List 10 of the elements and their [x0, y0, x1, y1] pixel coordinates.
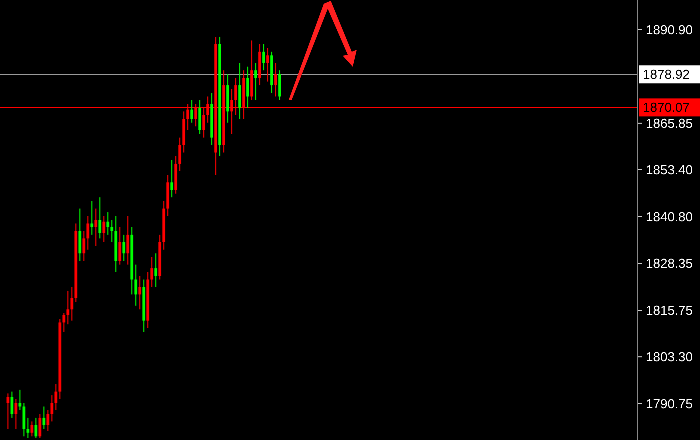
ref-line-label: 1878.92 — [643, 67, 690, 82]
ref-line-label: 1870.07 — [643, 100, 690, 116]
y-tick-label: 1840.80 — [646, 210, 693, 225]
y-tick-label: 1890.90 — [646, 22, 693, 38]
y-tick-label: 1828.35 — [646, 256, 693, 272]
y-tick-label: 1790.75 — [646, 396, 693, 412]
y-tick-label: 1815.75 — [646, 303, 693, 318]
y-tick-label: 1803.30 — [646, 350, 693, 365]
y-tick-label: 1865.85 — [646, 116, 693, 131]
y-tick-label: 1853.40 — [646, 162, 693, 178]
